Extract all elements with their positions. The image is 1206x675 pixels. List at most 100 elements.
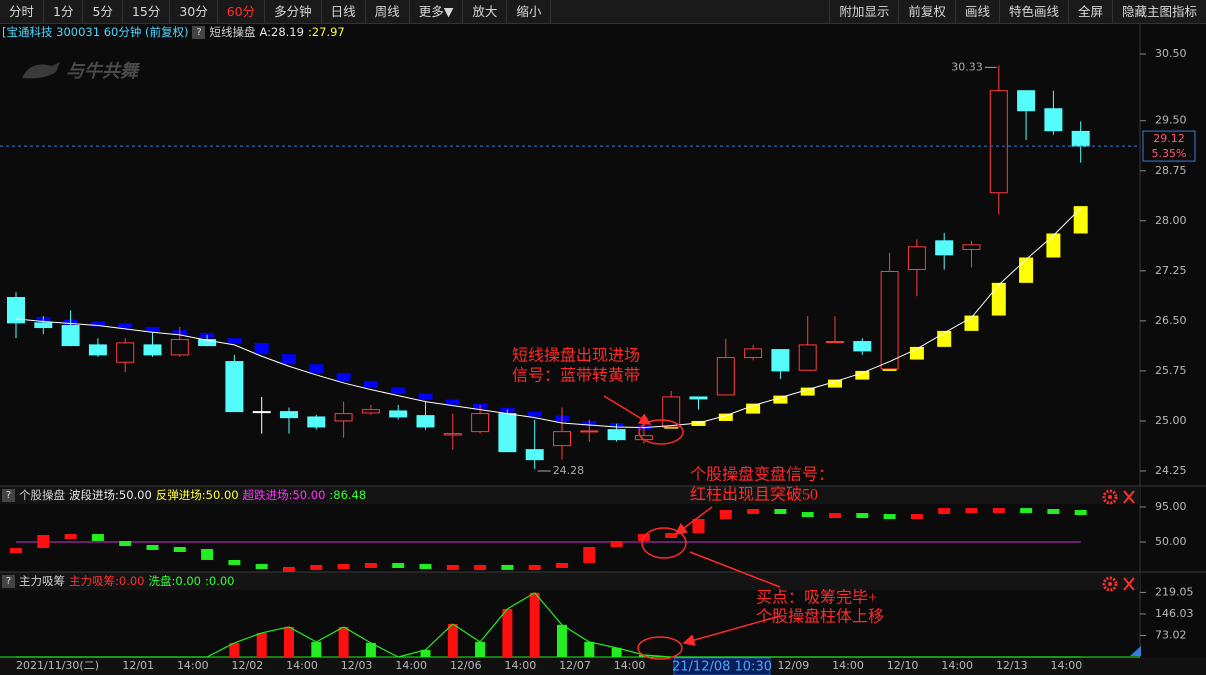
toolbar-button[interactable]: 画线 [954, 0, 999, 23]
x-tick-label: 12/01 [122, 659, 154, 672]
help-button[interactable]: ? [2, 488, 15, 502]
signal-marker [527, 411, 542, 417]
indicator-bar [310, 564, 323, 570]
y-tick-label: 146.03 [1155, 607, 1194, 620]
y-tick-label: 29.50 [1155, 114, 1187, 127]
indicator-bar [801, 512, 814, 518]
annotation-text: 买点：吸筹完毕+ [756, 589, 877, 607]
arrow [689, 551, 781, 588]
candle-body [143, 344, 162, 356]
x-tick-label: 14:00 [505, 659, 537, 672]
toolbar-button[interactable]: 60分 [218, 0, 266, 23]
connector-line [507, 592, 536, 610]
indicator-bar [256, 632, 267, 657]
connector-line [616, 647, 645, 656]
toolbar-button[interactable]: 前复权 [898, 0, 955, 23]
header-value: :86.48 [329, 488, 367, 502]
indicator-bar [910, 514, 923, 520]
y-tick-label: 30.50 [1155, 47, 1187, 60]
candle-body [416, 415, 435, 428]
toolbar-button[interactable]: 多分钟 [265, 0, 322, 23]
signal-marker [800, 387, 815, 396]
indicator-bar [284, 626, 294, 657]
toolbar-button[interactable]: 更多▼ [410, 0, 464, 23]
connector-line [398, 649, 426, 658]
indicator-bar [529, 592, 540, 657]
x-tick-label: 14:00 [614, 659, 646, 672]
indicator-bar [774, 508, 787, 514]
connector-line [452, 623, 481, 643]
signal-marker [746, 403, 761, 414]
toolbar-button[interactable]: 5分 [83, 0, 123, 23]
toolbar-button[interactable]: 30分 [170, 0, 218, 23]
candle-body [1017, 90, 1036, 112]
panel-header-bg [0, 486, 1140, 504]
close-icon[interactable] [1123, 577, 1135, 591]
panel-header: [宝通科技 300031 60分钟 (前复权)? 短线操盘 A:28.19:27.9… [2, 24, 345, 40]
signal-marker [445, 399, 460, 405]
y-tick-label: 50.00 [1155, 535, 1187, 548]
indicator-bar [201, 549, 214, 560]
candle-body [744, 348, 763, 359]
help-button[interactable]: ? [2, 574, 15, 588]
indicator-bar [10, 548, 22, 554]
toolbar: 分时 1分 5分 15分 30分 60分 多分钟 日线 周线 更多▼ 放大 缩小 附加显示 前复权 画线 特色… [0, 0, 1206, 24]
indicator-bar [119, 541, 132, 547]
toolbar-button[interactable]: 附加显示 [829, 0, 898, 23]
header-value: 短线操盘 [209, 25, 256, 39]
indicator-bar [610, 541, 623, 547]
help-button[interactable]: ? [192, 25, 206, 39]
header-value: :27.97 [307, 25, 345, 39]
indicator-bar [474, 564, 487, 570]
change-label: 5.35% [1152, 147, 1187, 160]
header-value: 反弹进场:50.00 [155, 488, 239, 502]
indicator-bar [719, 510, 732, 520]
candle-body [716, 357, 735, 396]
header-value: 波段进场:50.00 [69, 488, 152, 502]
signal-marker [828, 379, 842, 388]
indicator-bar [584, 641, 595, 657]
indicator-bar [1074, 510, 1087, 515]
candle-body [116, 342, 135, 363]
candle-body [7, 297, 25, 324]
signal-marker [855, 370, 870, 380]
toolbar-button[interactable]: 放大 [463, 0, 508, 23]
indicator-bar [173, 546, 186, 552]
toolbar-button[interactable]: 隐藏主图指标 [1111, 0, 1206, 23]
header-value: A:28.19 [259, 25, 304, 39]
candle-body [252, 411, 271, 414]
toolbar-button[interactable]: 日线 [322, 0, 366, 23]
panel-header: ? 个股操盘 波段进场:50.00 反弹进场:50.00 超跌进场:50.00:86.4… [2, 487, 366, 503]
connector-line [589, 641, 617, 649]
toolbar-button[interactable]: 分时 [0, 0, 45, 23]
indicator-bar [420, 649, 431, 657]
indicator-bar [146, 544, 159, 550]
symbol: [宝通科技 300031 60分钟 (前复权) [2, 25, 189, 39]
indicator-bar [556, 563, 568, 569]
toolbar-button[interactable]: 15分 [123, 0, 171, 23]
highlight-ellipse [641, 527, 687, 559]
connector-line [234, 632, 262, 644]
gear-icon[interactable] [1102, 576, 1118, 592]
high-label: 30.33 [951, 60, 983, 73]
y-tick-label: 73.02 [1155, 628, 1187, 641]
indicator-bar [419, 564, 432, 570]
indicator-bar [91, 534, 104, 542]
toolbar-button[interactable]: 特色画线 [998, 0, 1068, 23]
close-icon[interactable] [1123, 490, 1135, 504]
toolbar-button[interactable]: 全屏 [1067, 0, 1112, 23]
indicator-bar [665, 533, 678, 539]
toolbar-right: 附加显示 前复权 画线 特色画线 全屏 隐藏主图指标 [829, 0, 1206, 23]
x-tick-label: 14:00 [1051, 659, 1083, 672]
toolbar-button[interactable]: 周线 [366, 0, 410, 23]
candle-body [34, 322, 53, 329]
panel-header: ? 主力吸筹 主力吸筹:0.00 洗盘:0.00:0.00 [2, 573, 234, 589]
toolbar-button[interactable]: 1分 [44, 0, 84, 23]
connector-line [425, 623, 454, 651]
connector-line [206, 642, 235, 658]
gear-icon[interactable] [1102, 489, 1118, 505]
y-tick-label: 95.00 [1155, 500, 1187, 513]
toolbar-button[interactable]: 缩小 [507, 0, 552, 23]
last-price-box [1142, 130, 1196, 162]
